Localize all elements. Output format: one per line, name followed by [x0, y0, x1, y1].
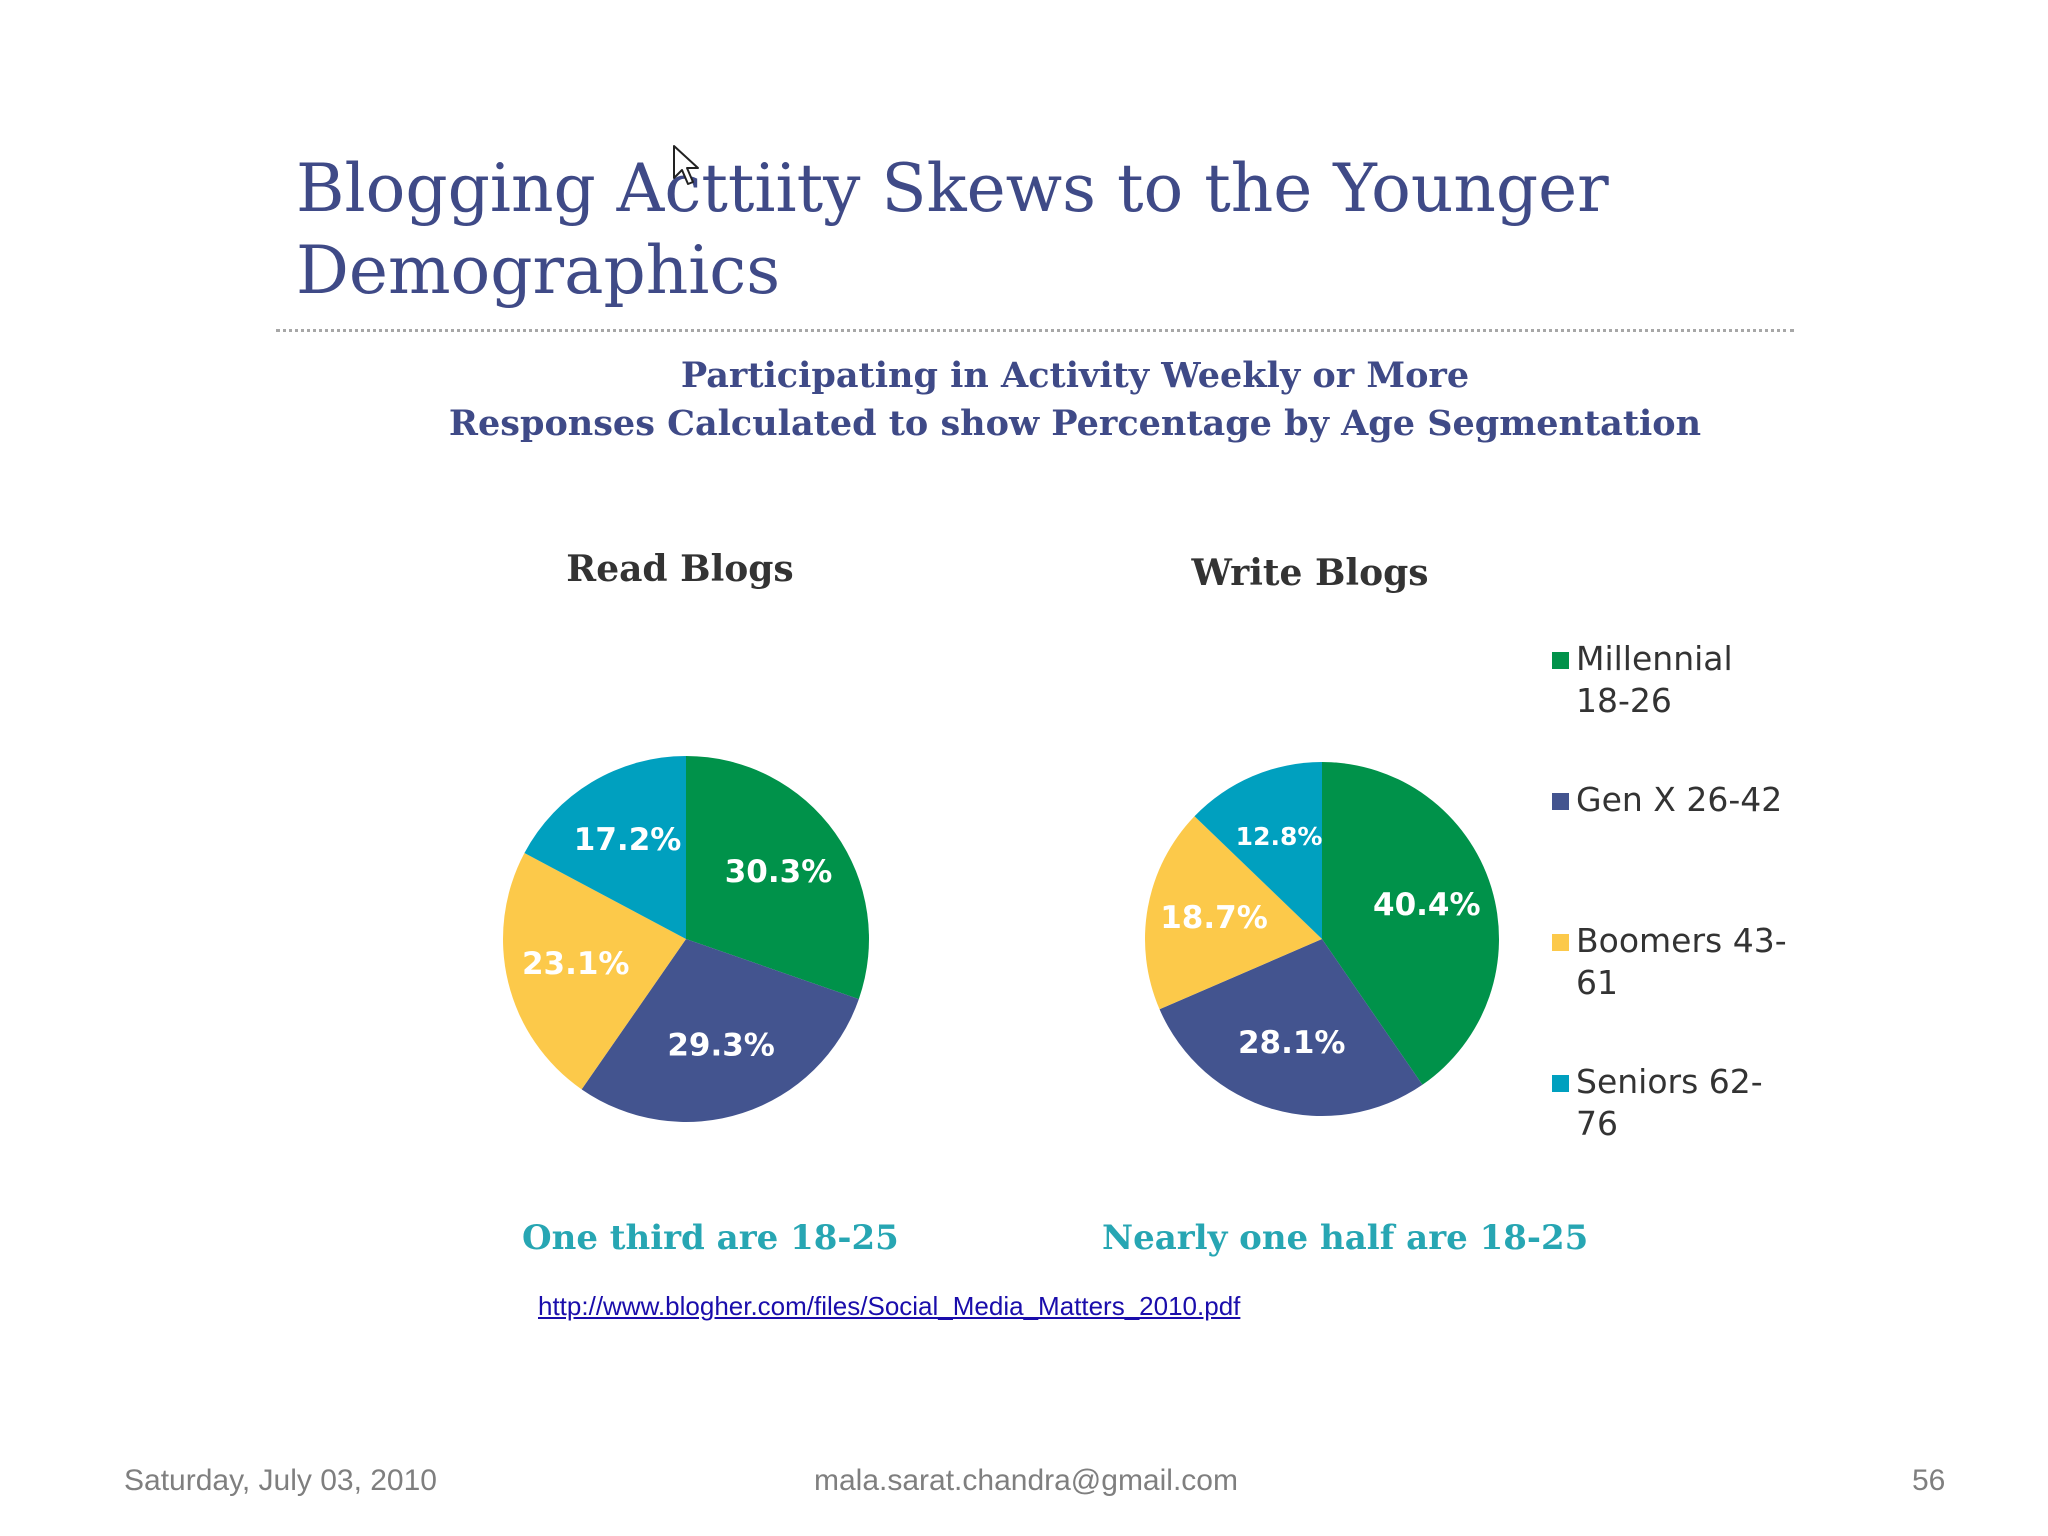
source-link[interactable]: http://www.blogher.com/files/Social_Medi… — [538, 1291, 1241, 1321]
read-blogs-caption: One third are 18-25 — [522, 1218, 899, 1258]
write-blogs-label-boomers: 18.7% — [1160, 900, 1268, 936]
legend-label-millennial: Millennial 18-26 — [1576, 639, 1733, 720]
footer-date: Saturday, July 03, 2010 — [124, 1464, 437, 1497]
read-blogs-chart-title: Read Blogs — [566, 548, 794, 590]
write-blogs-slice-boomers — [1145, 816, 1322, 1010]
slide-title-line-1: Blogging Acttiity Skews to the Younger — [296, 150, 1609, 227]
legend-swatch-boomers — [1552, 934, 1569, 951]
write-blogs-pie: 40.4% 28.1% 18.7% 12.8% — [1145, 762, 1499, 1116]
write-blogs-label-millennial: 40.4% — [1373, 887, 1481, 923]
footer-email: mala.sarat.chandra@gmail.com — [814, 1464, 1238, 1497]
read-blogs-slice-gen-x — [581, 939, 859, 1122]
chart-subtitle-line-1: Participating in Activity Weekly or More — [680, 355, 1470, 396]
chart-subtitle-line-2: Responses Calculated to show Percentage … — [448, 403, 1702, 444]
read-blogs-label-seniors: 17.2% — [574, 822, 682, 858]
footer-page-number: 56 — [1912, 1464, 1946, 1497]
slide-title-line-2: Demographics — [296, 232, 781, 309]
read-blogs-slice-seniors — [524, 756, 686, 939]
read-blogs-label-gen-x: 29.3% — [667, 1027, 775, 1063]
legend-swatch-gen-x — [1552, 793, 1569, 810]
legend-swatch-millennial — [1552, 652, 1569, 669]
write-blogs-slice-seniors — [1194, 762, 1322, 939]
legend-label-seniors: Seniors 62-76 — [1576, 1062, 1763, 1143]
write-blogs-slice-gen-x — [1159, 939, 1423, 1116]
read-blogs-label-boomers: 23.1% — [522, 946, 630, 982]
legend-swatch-seniors — [1552, 1075, 1569, 1092]
legend-label-boomers: Boomers 43-61 — [1576, 921, 1787, 1002]
write-blogs-slice-millennial — [1322, 762, 1499, 1085]
mouse-pointer-icon — [673, 145, 699, 185]
read-blogs-label-millennial: 30.3% — [725, 854, 833, 890]
slide-title: Blogging Acttiity Skews to the Younger D… — [296, 148, 1796, 312]
read-blogs-slice-boomers — [502, 853, 686, 1090]
write-blogs-label-seniors: 12.8% — [1236, 822, 1323, 851]
read-blogs-slice-millennial — [686, 756, 869, 1000]
write-blogs-label-gen-x: 28.1% — [1238, 1025, 1346, 1061]
legend-label-gen-x: Gen X 26-42 — [1576, 780, 1783, 819]
write-blogs-chart-title: Write Blogs — [1191, 552, 1429, 594]
title-divider — [276, 329, 1794, 332]
write-blogs-caption: Nearly one half are 18-25 — [1102, 1218, 1589, 1258]
read-blogs-pie: 30.3% 29.3% 23.1% 17.2% — [502, 756, 869, 1122]
